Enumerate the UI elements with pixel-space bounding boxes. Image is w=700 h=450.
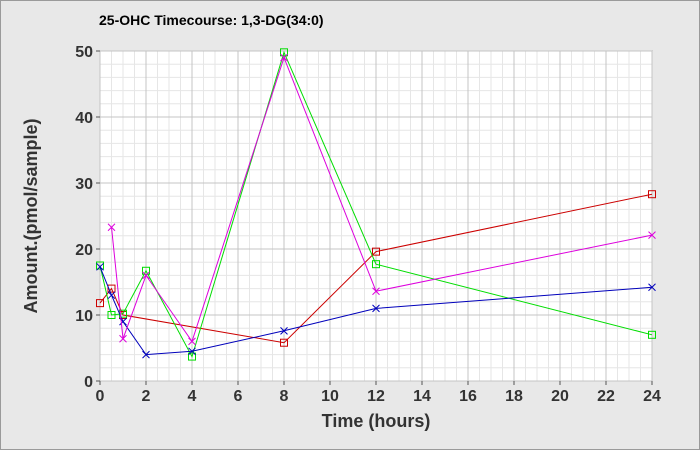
- x-tick-label: 22: [597, 388, 615, 405]
- y-tick-label: 10: [75, 308, 93, 325]
- series-1-point: [372, 260, 380, 269]
- series-2-point: [280, 326, 288, 335]
- chart-title: 25-OHC Timecourse: 1,3-DG(34:0): [99, 12, 324, 28]
- y-tick-label: 20: [75, 242, 93, 259]
- series-1-point: [142, 266, 150, 275]
- x-tick-label: 12: [367, 388, 385, 405]
- x-tick-label: 16: [459, 388, 477, 405]
- series-1-line: [99, 50, 653, 358]
- series-3-point: [648, 231, 656, 239]
- x-tick-label: 2: [142, 388, 151, 405]
- series-2-point: [648, 283, 656, 292]
- series-0-point: [280, 338, 288, 347]
- series-2-point: [188, 347, 196, 356]
- y-tick-label: 30: [75, 176, 93, 193]
- series-3-point: [372, 287, 380, 296]
- x-tick-label: 18: [505, 388, 523, 405]
- series-0-point: [648, 190, 656, 199]
- x-tick-label: 14: [413, 388, 431, 405]
- x-tick-label: 0: [96, 388, 105, 405]
- series-2-point: [96, 262, 104, 271]
- series-1-point: [188, 352, 196, 361]
- series-3-point: [142, 271, 150, 280]
- y-tick-label: 40: [75, 110, 93, 127]
- series-0-point: [96, 299, 104, 308]
- series-0-point: [107, 284, 116, 293]
- series-0-point: [372, 247, 380, 256]
- series-1-point: [107, 311, 116, 319]
- series-2-point: [372, 304, 380, 313]
- series-3-point: [119, 334, 127, 343]
- series-3-point: [188, 337, 196, 346]
- x-tick-label: 20: [551, 388, 569, 405]
- x-tick-label: 10: [321, 388, 339, 405]
- series-3-point: [280, 53, 288, 62]
- series-1-point: [648, 330, 656, 339]
- x-tick-label: 24: [643, 388, 661, 405]
- y-tick-label: 0: [84, 374, 93, 391]
- y-axis-label: Amount.(pmol/sample): [21, 118, 41, 313]
- series-2-line: [99, 266, 653, 356]
- x-tick-label: 6: [234, 388, 243, 405]
- grid: [99, 50, 653, 382]
- x-tick-label: 8: [280, 388, 289, 405]
- x-tick-label: 4: [188, 388, 197, 405]
- x-axis-label: Time (hours): [322, 411, 431, 431]
- series-2-point: [107, 291, 116, 300]
- series-1-point: [280, 48, 288, 57]
- series-2-point: [142, 350, 150, 359]
- y-tick-label: 50: [75, 44, 93, 61]
- series-1-point: [96, 261, 104, 270]
- series-3-point: [107, 223, 116, 232]
- series-group: [96, 48, 656, 361]
